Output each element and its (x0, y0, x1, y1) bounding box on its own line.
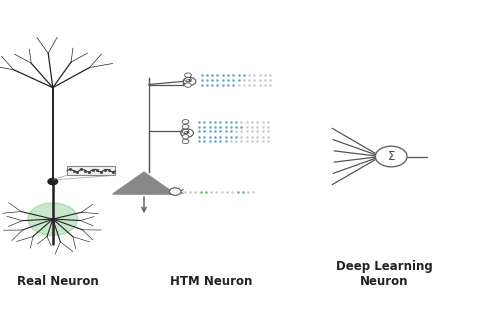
Circle shape (184, 83, 192, 87)
Circle shape (184, 73, 192, 77)
Circle shape (182, 129, 189, 134)
Polygon shape (113, 172, 175, 194)
Text: Real Neuron: Real Neuron (17, 275, 98, 288)
Circle shape (28, 203, 78, 235)
Circle shape (375, 146, 407, 167)
Circle shape (182, 135, 189, 139)
Circle shape (182, 125, 189, 129)
Text: $\Sigma$: $\Sigma$ (387, 150, 396, 163)
Circle shape (182, 139, 189, 144)
Circle shape (183, 77, 196, 85)
Text: OR: OR (186, 80, 193, 83)
Circle shape (169, 188, 181, 195)
Circle shape (182, 120, 189, 124)
FancyBboxPatch shape (67, 166, 115, 175)
Circle shape (184, 78, 192, 82)
Text: HTM Neuron: HTM Neuron (170, 275, 252, 288)
Circle shape (48, 178, 58, 185)
Text: Deep Learning
Neuron: Deep Learning Neuron (336, 260, 432, 288)
Circle shape (181, 129, 193, 137)
Text: OR: OR (184, 131, 191, 135)
